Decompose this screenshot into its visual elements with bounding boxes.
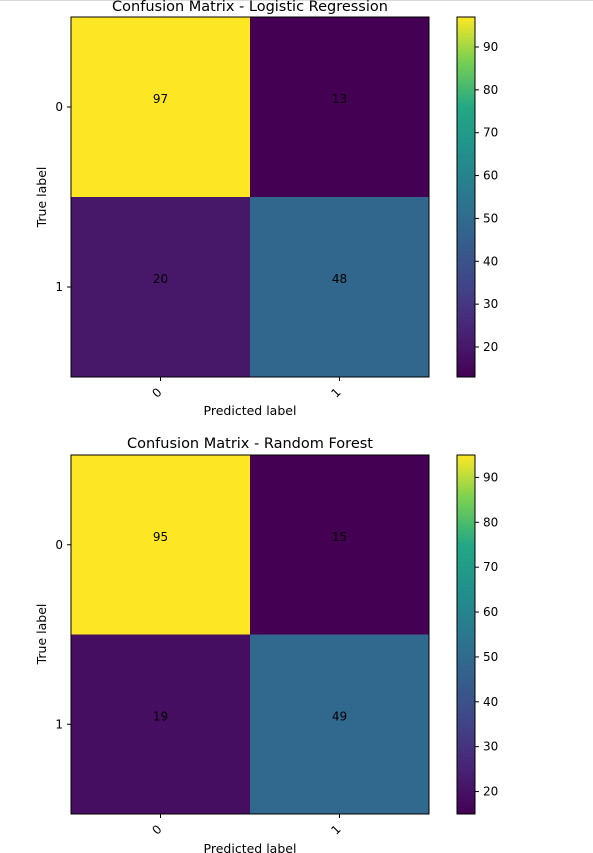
cell-value-label: 19 (153, 709, 168, 723)
cell-value-label: 15 (332, 530, 347, 544)
colorbar-tick-label: 30 (483, 740, 498, 754)
y-tick-label: 1 (55, 717, 63, 731)
colorbar-tick-label: 70 (483, 560, 498, 574)
heatmap-cell (250, 455, 430, 635)
cell-value-label: 97 (153, 92, 168, 106)
heatmap-cell (250, 634, 430, 815)
heatmap-cell (71, 197, 251, 378)
colorbar-tick-label: 90 (483, 40, 498, 54)
plot-frame (70, 454, 430, 815)
x-tick-label: 1 (328, 822, 343, 837)
heatmap-cell (250, 17, 430, 198)
x-tick-label: 0 (149, 822, 164, 837)
output-top-border (0, 0, 593, 1)
colorbar-tick-label: 30 (483, 297, 498, 311)
x-axis-label: Predicted label (204, 841, 297, 853)
heatmap-cell (250, 197, 430, 378)
colorbar-tick-label: 40 (483, 695, 498, 709)
heatmap-cells: 95 15 19 49 (71, 455, 430, 815)
cell-value-label: 95 (153, 530, 168, 544)
colorbar-ticks: 20 30 40 50 60 70 80 90 (475, 470, 498, 799)
colorbar-tick-label: 90 (483, 470, 498, 484)
y-axis-label: True label (34, 167, 49, 229)
x-axis-label: Predicted label (204, 403, 297, 418)
chart-logistic-regression: Confusion Matrix - Logistic Regression 9… (34, 0, 498, 418)
colorbar-tick-label: 20 (483, 340, 498, 354)
x-tick-label: 0 (149, 385, 164, 400)
cell-value-label: 49 (332, 709, 347, 723)
y-axis-ticks: 01 (55, 100, 71, 294)
chart-random-forest: Confusion Matrix - Random Forest 95 15 19 4… (34, 436, 498, 853)
colorbar-tick-label: 50 (483, 650, 498, 664)
chart-title: Confusion Matrix - Random Forest (127, 436, 373, 452)
colorbar-ticks: 20 30 40 50 60 70 80 90 (475, 40, 498, 354)
cell-value-label: 48 (332, 272, 347, 286)
cell-value-label: 13 (332, 92, 347, 106)
colorbar-tick-label: 80 (483, 515, 498, 529)
colorbar-tick-label: 20 (483, 785, 498, 799)
y-axis-ticks: 01 (55, 538, 71, 731)
colorbar-tick-label: 80 (483, 83, 498, 97)
plot-frame (70, 16, 430, 378)
colorbar-tick-label: 40 (483, 254, 498, 268)
y-axis-label: True label (34, 604, 49, 666)
chart-title: Confusion Matrix - Logistic Regression (112, 0, 388, 15)
colorbar-tick-label: 70 (483, 126, 498, 140)
heatmap-cells: 97 13 20 48 (71, 17, 430, 378)
y-tick-label: 0 (55, 100, 63, 114)
colorbar-tick-label: 60 (483, 605, 498, 619)
colorbar-tick-label: 60 (483, 169, 498, 183)
x-tick-label: 1 (328, 385, 343, 400)
y-tick-label: 1 (55, 280, 63, 294)
heatmap-cell (71, 455, 251, 635)
cell-value-label: 20 (153, 272, 168, 286)
y-tick-label: 0 (55, 538, 63, 552)
heatmap-cell (71, 17, 251, 198)
colorbar (456, 454, 476, 815)
heatmap-cell (71, 634, 251, 815)
colorbar-tick-label: 50 (483, 211, 498, 225)
colorbar (456, 16, 476, 378)
